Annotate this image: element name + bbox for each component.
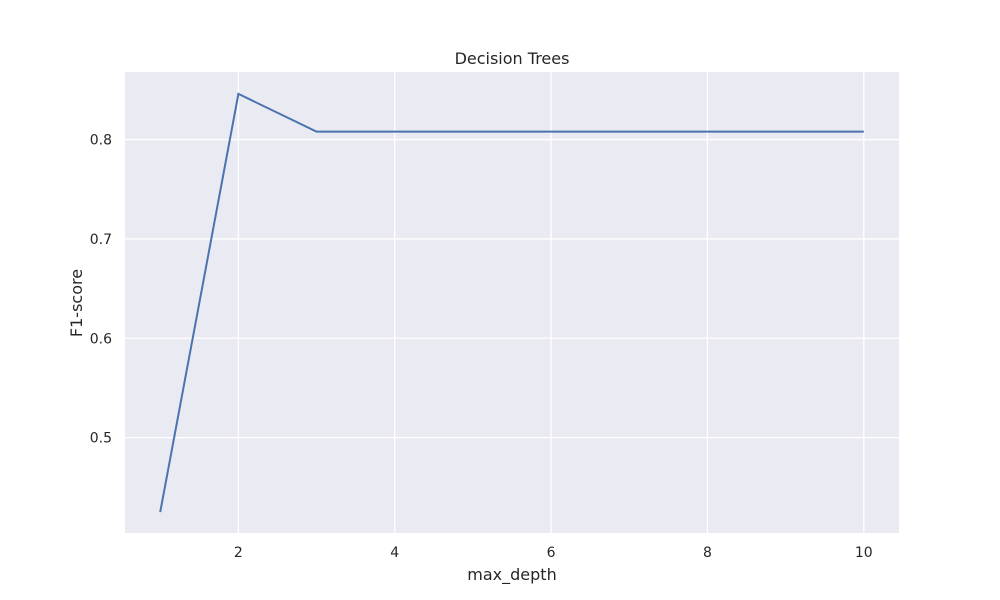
x-tick-label: 8 [703, 545, 712, 561]
chart-title: Decision Trees [455, 49, 570, 68]
x-axis-label: max_depth [467, 565, 556, 585]
x-tick-label: 2 [234, 545, 243, 561]
x-tick-label: 10 [855, 545, 873, 561]
y-tick-label: 0.8 [90, 133, 112, 149]
x-tick-label: 6 [547, 545, 556, 561]
grid-lines [125, 72, 899, 533]
x-tick-labels: 2 4 6 8 10 [234, 545, 873, 561]
y-axis-label: F1-score [67, 269, 86, 337]
x-tick-label: 4 [390, 545, 399, 561]
y-tick-labels: 0.5 0.6 0.7 0.8 [90, 133, 112, 447]
plot-area [125, 72, 899, 533]
y-tick-label: 0.6 [90, 331, 112, 347]
series-layer [159, 92, 864, 513]
y-tick-label: 0.7 [90, 232, 112, 248]
series-line [159, 92, 864, 513]
y-tick-label: 0.5 [90, 431, 112, 447]
